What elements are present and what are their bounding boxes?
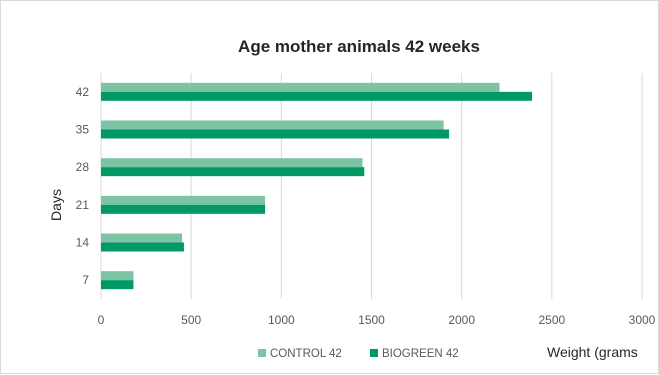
legend-swatch-control-42 (258, 349, 266, 357)
legend: CONTROL 42 BIOGREEN 42 (258, 348, 459, 360)
x-tick-label: 500 (181, 313, 201, 327)
y-tick-label: 14 (76, 236, 90, 250)
x-tick-label: 2500 (538, 313, 565, 327)
bar-biogreen-42-28 (101, 167, 365, 177)
bar-biogreen-42-35 (101, 129, 450, 139)
x-axis-label: Weight (grams (547, 344, 638, 360)
bar-control-42-7 (101, 271, 134, 281)
bar-biogreen-42-21 (101, 204, 266, 214)
y-tick-label: 42 (76, 85, 90, 99)
y-tick-label: 28 (76, 160, 90, 174)
x-tick-label: 2000 (448, 313, 475, 327)
x-tick-label: 3000 (629, 313, 656, 327)
bar-biogreen-42-7 (101, 280, 134, 290)
bar-control-42-42 (101, 82, 500, 92)
y-tick-label: 7 (82, 273, 89, 287)
legend-label: CONTROL 42 (270, 348, 342, 360)
gridlines (100, 73, 643, 299)
bar-control-42-35 (101, 120, 444, 130)
bar-control-42-14 (101, 233, 183, 243)
x-tick-label: 1000 (268, 313, 295, 327)
bars (101, 82, 532, 290)
bar-biogreen-42-42 (101, 91, 532, 101)
x-tick-label: 0 (98, 313, 105, 327)
x-axis-ticks: 0 500 1000 1500 2000 2500 3000 (98, 313, 656, 327)
bar-control-42-28 (101, 158, 363, 168)
bar-control-42-21 (101, 195, 266, 205)
y-tick-label: 21 (76, 198, 90, 212)
legend-swatch-biogreen-42 (370, 349, 378, 357)
legend-label: BIOGREEN 42 (382, 348, 459, 360)
y-axis-ticks: 7 14 21 28 35 42 (76, 85, 90, 287)
y-tick-label: 35 (76, 123, 90, 137)
bar-biogreen-42-14 (101, 242, 184, 252)
y-axis-label: Days (48, 189, 64, 221)
x-tick-label: 1500 (358, 313, 385, 327)
chart-title: Age mother animals 42 weeks (238, 37, 480, 56)
